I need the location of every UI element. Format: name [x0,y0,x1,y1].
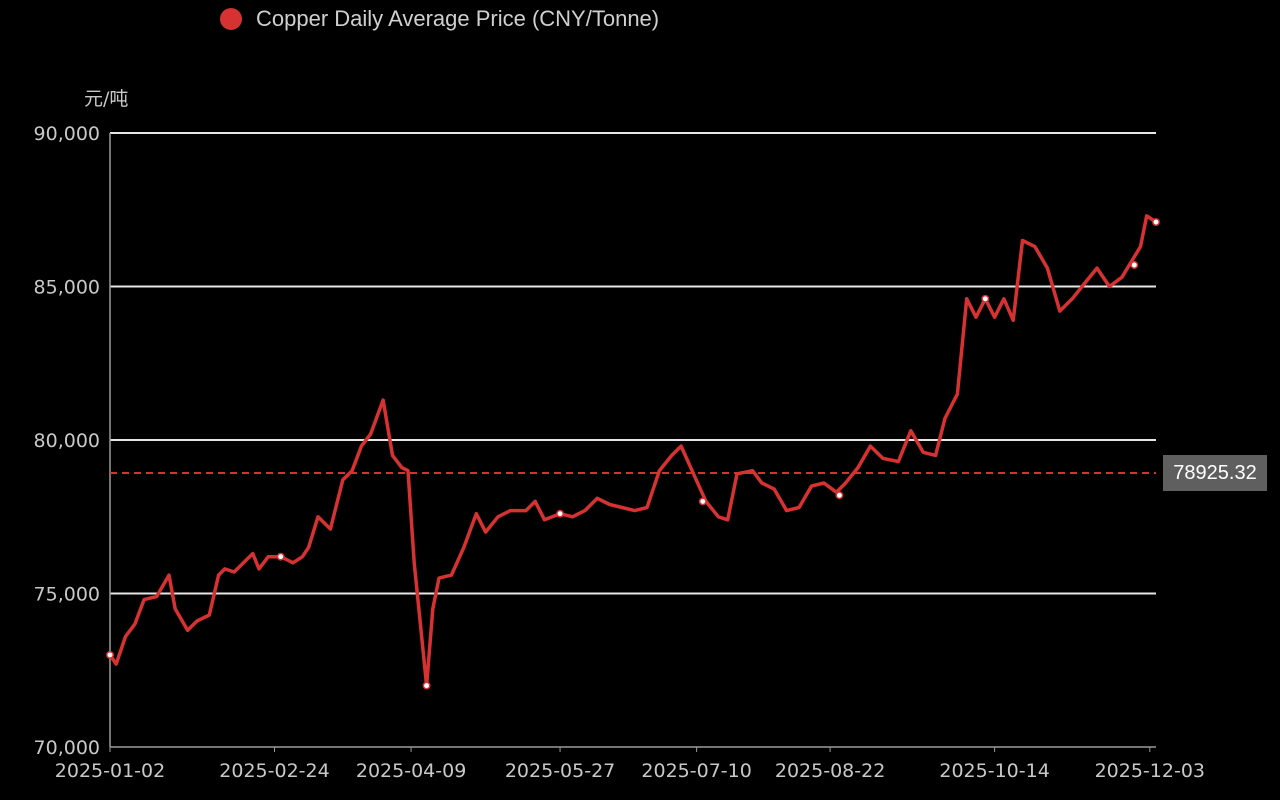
data-point [1130,261,1139,269]
x-tick-label: 2025-05-27 [505,760,615,782]
average-value-badge: 78925.32 [1163,455,1267,491]
data-point [835,491,844,500]
data-point [556,509,565,518]
x-tick-label: 2025-01-02 [55,760,165,782]
legend-marker [220,8,242,30]
x-axis-ticks: 2025-01-02 2025-02-24 2025-04-09 2025-05-27… [55,747,1205,782]
axes [109,133,1156,748]
series-line [108,214,1158,688]
x-tick-label: 2025-10-14 [939,760,1049,782]
y-tick-label: 90,000 [34,123,100,145]
legend-label: Copper Daily Average Price (CNY/Tonne) [256,6,660,31]
x-tick-label: 2025-08-22 [775,760,885,782]
y-tick-label: 70,000 [34,737,100,759]
data-point [276,552,285,561]
x-tick-label: 2025-02-24 [219,760,329,782]
x-tick-label: 2025-12-03 [1095,760,1205,782]
y-axis-unit-label: 元/吨 [84,88,129,110]
x-tick-label: 2025-04-09 [356,760,466,782]
data-point [698,497,707,506]
data-point [1152,218,1160,226]
data-point [106,650,114,659]
chart-legend[interactable]: Copper Daily Average Price (CNY/Tonne) [220,6,659,32]
y-axis-ticks: 70,000 75,000 80,000 85,000 90,000 [34,123,100,759]
y-tick-label: 80,000 [34,430,100,452]
y-tick-label: 85,000 [34,277,100,299]
data-point [981,294,990,303]
gridlines [110,132,1156,595]
y-tick-label: 75,000 [34,584,100,606]
x-tick-label: 2025-07-10 [641,760,751,782]
series-layer [106,214,1160,690]
data-point [422,681,431,690]
